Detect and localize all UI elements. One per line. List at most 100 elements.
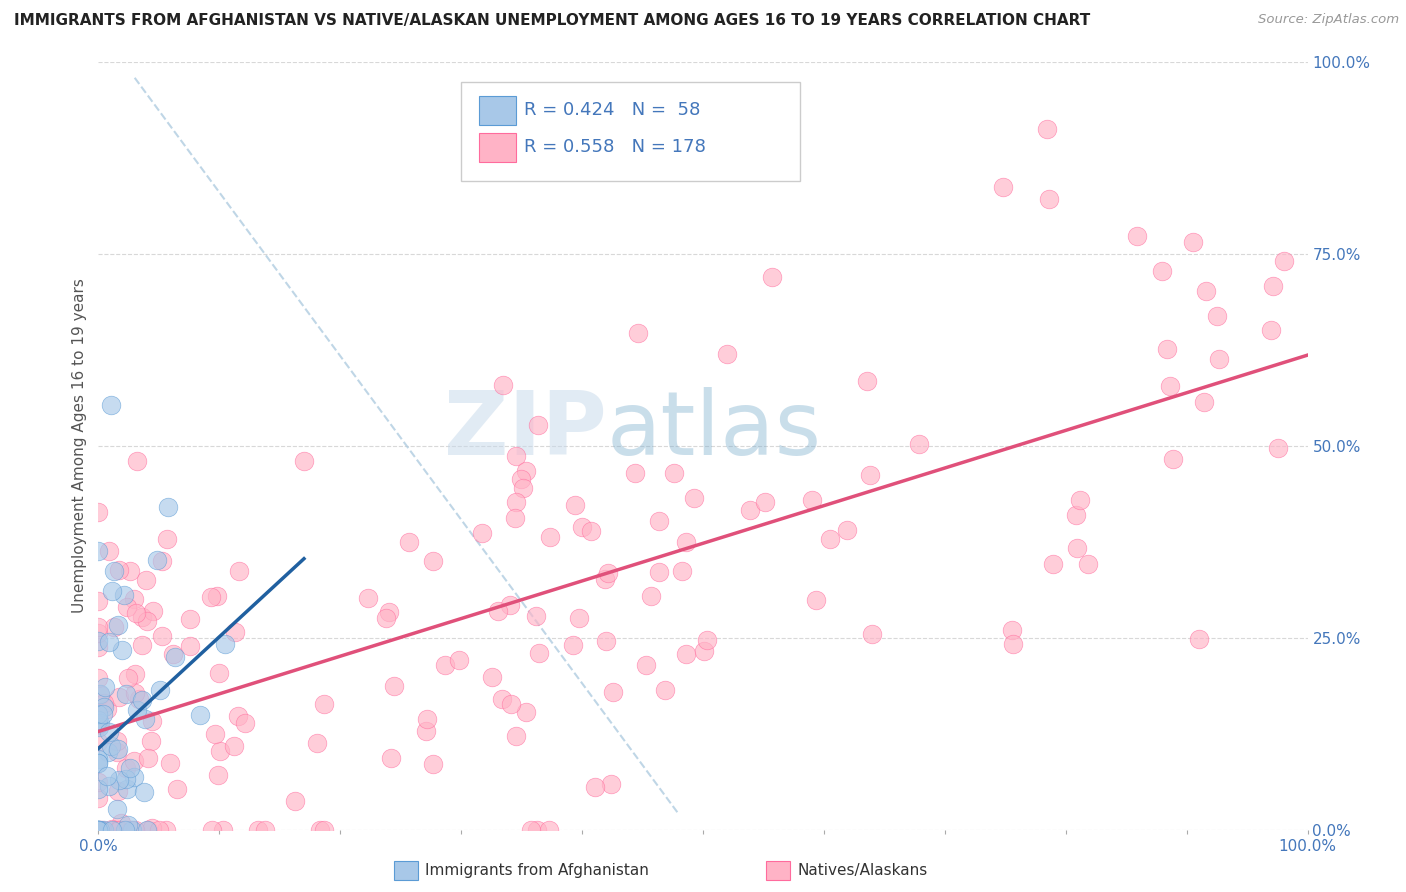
Point xyxy=(284,794,307,808)
Point xyxy=(571,520,593,534)
Point xyxy=(433,658,456,673)
Point xyxy=(89,715,111,730)
Point xyxy=(1181,235,1204,249)
Point xyxy=(205,589,228,603)
Point xyxy=(98,779,121,793)
Point xyxy=(1038,192,1060,206)
FancyBboxPatch shape xyxy=(479,133,516,162)
FancyBboxPatch shape xyxy=(461,81,800,181)
Text: IMMIGRANTS FROM AFGHANISTAN VS NATIVE/ALASKAN UNEMPLOYMENT AMONG AGES 16 TO 19 Y: IMMIGRANTS FROM AFGHANISTAN VS NATIVE/AL… xyxy=(14,13,1090,29)
Point xyxy=(87,626,110,640)
Point xyxy=(738,503,761,517)
Point xyxy=(87,774,110,789)
Point xyxy=(671,564,693,578)
Point xyxy=(188,707,211,722)
Point xyxy=(818,532,841,546)
Point xyxy=(107,742,129,756)
Point xyxy=(134,712,156,726)
Point xyxy=(505,495,527,509)
Point xyxy=(107,690,129,705)
Point xyxy=(121,822,143,837)
Point xyxy=(108,822,131,837)
Point xyxy=(91,706,114,721)
Point xyxy=(503,510,526,524)
Point xyxy=(634,658,657,673)
Point xyxy=(520,822,543,837)
Point xyxy=(1205,309,1227,323)
Point xyxy=(1272,254,1295,268)
Point xyxy=(527,647,550,661)
Point xyxy=(107,563,129,577)
Point xyxy=(1036,121,1059,136)
Point xyxy=(207,768,229,782)
Point xyxy=(716,347,738,361)
Point xyxy=(136,822,159,837)
Point xyxy=(87,634,110,648)
Point xyxy=(754,495,776,509)
Point xyxy=(103,564,125,578)
Point xyxy=(470,526,492,541)
Point xyxy=(1208,351,1230,366)
Point xyxy=(105,745,128,759)
Point xyxy=(693,644,716,658)
Point xyxy=(538,530,561,544)
Point xyxy=(115,772,138,786)
Point xyxy=(1150,264,1173,278)
Point xyxy=(87,822,110,837)
Point xyxy=(131,638,153,652)
Point xyxy=(114,822,136,837)
Point xyxy=(89,687,111,701)
Point xyxy=(600,777,623,791)
Point xyxy=(382,679,405,693)
Point xyxy=(835,524,858,538)
Point xyxy=(118,762,141,776)
Point xyxy=(87,791,110,805)
Point xyxy=(103,620,125,634)
Point xyxy=(87,671,110,685)
Point xyxy=(991,180,1014,194)
Point xyxy=(87,707,110,722)
Point xyxy=(1263,278,1285,293)
Point xyxy=(93,696,115,710)
Point xyxy=(1002,637,1025,651)
Point xyxy=(415,724,437,739)
Point xyxy=(136,822,159,837)
Point xyxy=(1260,323,1282,337)
Point xyxy=(486,604,509,618)
Point xyxy=(148,822,170,837)
Point xyxy=(209,744,232,758)
Point xyxy=(675,647,697,661)
Point xyxy=(115,782,138,797)
Point xyxy=(1195,284,1218,298)
Point xyxy=(1267,442,1289,456)
Point xyxy=(159,756,181,770)
Point xyxy=(87,781,110,796)
Point xyxy=(87,713,110,727)
Point xyxy=(246,822,269,837)
Point xyxy=(179,612,201,626)
Point xyxy=(87,594,110,608)
Point xyxy=(87,720,110,734)
Point xyxy=(308,822,330,837)
Point xyxy=(108,822,131,837)
Point xyxy=(1188,632,1211,646)
Point xyxy=(117,672,139,686)
Point xyxy=(87,619,110,633)
Point xyxy=(124,686,146,700)
Point xyxy=(562,639,585,653)
Point xyxy=(141,734,163,748)
Point xyxy=(107,822,129,837)
Point xyxy=(515,706,537,720)
Point xyxy=(596,566,619,581)
Point xyxy=(132,785,155,799)
Point xyxy=(122,754,145,768)
Point xyxy=(1001,624,1024,638)
Text: atlas: atlas xyxy=(606,387,821,475)
Point xyxy=(98,635,121,649)
Point xyxy=(860,627,883,641)
Point xyxy=(449,653,471,667)
Point xyxy=(146,553,169,567)
Point xyxy=(499,598,522,612)
Point xyxy=(87,822,110,837)
Point xyxy=(87,543,110,558)
